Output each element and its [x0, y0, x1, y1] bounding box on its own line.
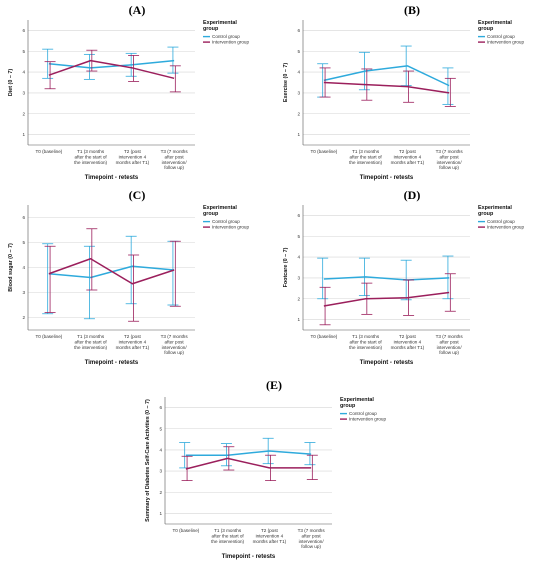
legend-item-intervention: Intervention group [487, 225, 524, 230]
y-tick-label: 4 [297, 70, 300, 75]
series-line-control [48, 59, 175, 69]
y-tick-label: 5 [297, 49, 300, 54]
x-tick-label: T0 (baseline) [310, 334, 337, 339]
y-tick-label: 3 [22, 91, 25, 96]
y-tick-label: 3 [297, 276, 300, 281]
x-axis-label: Timepoint - retests [85, 175, 139, 181]
panel-label: (B) [404, 3, 420, 17]
y-tick-label: 5 [22, 49, 25, 54]
y-axis-label: Footcare (0 – 7) [283, 247, 289, 287]
y-tick-label: 2 [297, 296, 300, 301]
y-tick-label: 3 [22, 290, 25, 295]
y-axis-label: Diet (0 – 7) [8, 69, 14, 96]
panel-label: (A) [129, 3, 146, 17]
legend-title: group [478, 211, 494, 217]
legend-title: Experimental [478, 20, 512, 26]
x-tick-label: T2 (post intervention 4 months after T1) [253, 528, 287, 544]
legend-title: group [340, 403, 356, 409]
x-tick-label: T1 (3 months after the start of the interv… [74, 149, 107, 165]
y-tick-label: 1 [297, 317, 300, 322]
legend-title: Experimental [203, 20, 237, 26]
x-axis-label: Timepoint - retests [360, 175, 414, 181]
y-tick-label: 2 [297, 111, 300, 116]
y-tick-label: 4 [22, 265, 25, 270]
legend-item-intervention: Intervention group [349, 417, 386, 422]
y-tick-label: 5 [297, 234, 300, 239]
legend-title: group [203, 211, 219, 217]
x-tick-label: T3 (7 months after post intervention/follo… [436, 149, 464, 170]
legend-title: Experimental [340, 397, 374, 403]
chart-panel-c: (C) 2 3 4 5 6 Blood sugar (0 – 7) T0 (baseline… [8, 188, 249, 366]
x-tick-label: T3 (7 months after post intervention/follo… [161, 334, 189, 355]
y-tick-label: 4 [159, 448, 162, 453]
y-tick-label: 1 [22, 132, 25, 137]
legend-item-control: Control group [349, 411, 377, 416]
panel-label: (E) [266, 378, 282, 392]
x-tick-label: T2 (post intervention 4 months after T1) [391, 149, 425, 165]
legend-title: group [478, 26, 494, 32]
series-line-intervention [48, 258, 175, 285]
x-tick-label: T3 (7 months after post intervention/follo… [436, 334, 464, 355]
y-tick-label: 2 [159, 490, 162, 495]
x-tick-label: T0 (baseline) [35, 149, 62, 154]
y-tick-label: 1 [297, 132, 300, 137]
legend-item-control: Control group [487, 34, 515, 39]
x-tick-label: T1 (3 months after the start of the interv… [349, 149, 382, 165]
panel-label: (D) [404, 188, 421, 202]
y-tick-label: 4 [297, 255, 300, 260]
x-tick-label: T0 (baseline) [35, 334, 62, 339]
y-tick-label: 6 [22, 28, 25, 33]
y-tick-label: 6 [297, 213, 300, 218]
y-tick-label: 3 [297, 91, 300, 96]
y-tick-label: 6 [297, 28, 300, 33]
x-tick-label: T1 (3 months after the start of the interv… [211, 528, 244, 544]
y-axis-label: Exercise (0 – 7) [283, 63, 289, 102]
x-axis-label: Timepoint - retests [360, 360, 414, 366]
x-tick-label: T3 (7 months after post intervention/follo… [161, 149, 189, 170]
x-tick-label: T2 (post intervention 4 months after T1) [391, 334, 425, 350]
y-axis-label: Blood sugar (0 – 7) [8, 243, 14, 292]
x-axis-label: Timepoint - retests [85, 360, 139, 366]
x-tick-label: T0 (baseline) [172, 528, 199, 533]
y-tick-label: 2 [22, 315, 25, 320]
y-tick-label: 2 [22, 111, 25, 116]
x-tick-label: T3 (7 months after post intervention/follo… [298, 528, 326, 549]
legend-title: group [203, 26, 219, 32]
y-tick-label: 4 [22, 70, 25, 75]
legend-item-intervention: Intervention group [487, 40, 524, 45]
series-line-intervention [323, 291, 450, 307]
panel-label: (C) [129, 188, 146, 202]
chart-panel-a: (A) 1 2 3 4 5 6 Diet (0 – 7) T0 (baseline) T1 (3… [8, 3, 249, 181]
legend-item-intervention: Intervention group [212, 225, 249, 230]
y-axis-label: Summary of Diabetes Self-Care Activities… [145, 399, 151, 522]
y-tick-label: 5 [159, 426, 162, 431]
series-line-intervention [48, 59, 175, 80]
chart-panel-b: (B) 1 2 3 4 5 6 Exercise (0 – 7) T0 (baseline) T… [283, 3, 524, 181]
series-line-intervention [185, 457, 312, 470]
y-tick-label: 1 [159, 511, 162, 516]
y-tick-label: 6 [159, 405, 162, 410]
legend-item-intervention: Intervention group [212, 40, 249, 45]
y-tick-label: 5 [22, 240, 25, 245]
legend-item-control: Control group [487, 219, 515, 224]
x-axis-label: Timepoint - retests [222, 554, 276, 560]
series-line-control [323, 276, 450, 281]
series-line-control [323, 65, 450, 87]
y-tick-label: 3 [159, 469, 162, 474]
x-tick-label: T1 (3 months after the start of the interv… [349, 334, 382, 350]
series-line-intervention [323, 81, 450, 94]
legend-title: Experimental [478, 205, 512, 211]
series-line-control [185, 450, 312, 456]
legend-item-control: Control group [212, 34, 240, 39]
legend-item-control: Control group [212, 219, 240, 224]
x-tick-label: T2 (post intervention 4 months after T1) [116, 334, 150, 350]
x-tick-label: T2 (post intervention 4 months after T1) [116, 149, 150, 165]
x-tick-label: T0 (baseline) [310, 149, 337, 154]
x-tick-label: T1 (3 months after the start of the interv… [74, 334, 107, 350]
chart-panel-e: (E) 1 2 3 4 5 6 Summary of Diabetes Self-Care … [145, 378, 386, 560]
chart-panel-d: (D) 1 2 3 4 5 6 Footcare (0 – 7) T0 (baseline) T… [283, 188, 524, 366]
y-tick-label: 6 [22, 215, 25, 220]
legend-title: Experimental [203, 205, 237, 211]
